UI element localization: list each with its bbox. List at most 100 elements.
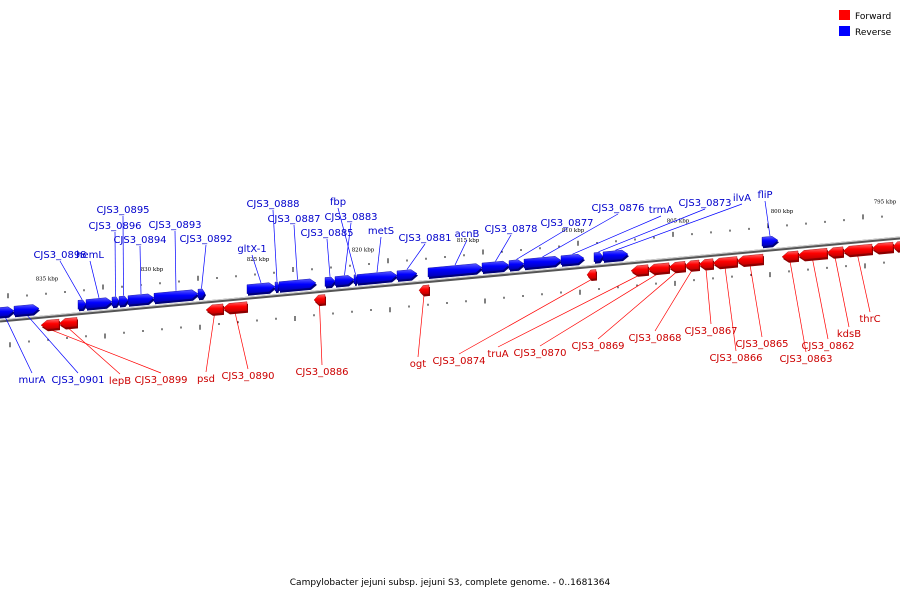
gene-arrow-cjs3-0887[interactable] <box>278 278 317 292</box>
gene-label-thrc[interactable]: thrC <box>859 314 880 325</box>
gene-label-cjs3-0862[interactable]: CJS3_0862 <box>801 341 854 352</box>
gene-label-cjs3-0867[interactable]: CJS3_0867 <box>684 326 737 337</box>
leader-line-cjs3-0898 <box>59 260 83 300</box>
gene-arrow-cjs3-0890[interactable] <box>222 301 248 313</box>
gene-label-cjs3-0885[interactable]: CJS3_0885 <box>300 228 353 239</box>
gene-label-cjs3-0890[interactable]: CJS3_0890 <box>221 371 274 382</box>
gene-arrow-flip[interactable] <box>761 236 779 247</box>
gene-label-gltx-1[interactable]: gltX-1 <box>237 244 266 255</box>
gene-label-cjs3-0874[interactable]: CJS3_0874 <box>432 356 485 367</box>
gene-label-mura[interactable]: murA <box>18 375 45 386</box>
gene-arrow-cjs3-0876[interactable] <box>523 256 562 269</box>
kbp-marker-label: 815 kbp <box>457 238 480 244</box>
gene-label-cjs3-0893[interactable]: CJS3_0893 <box>148 220 201 231</box>
leader-line-cjs3-0862 <box>812 259 829 340</box>
gene-arrow-ogt[interactable] <box>418 284 430 295</box>
gene-label-cjs3-0898[interactable]: CJS3_0898 <box>33 250 86 261</box>
gene-label-flip[interactable]: fliP <box>757 190 772 201</box>
gene-arrow-cjs3-0866[interactable] <box>712 256 738 268</box>
gene-arrow-cjs3-0862[interactable] <box>797 247 828 260</box>
gene-label-cjs3-0865[interactable]: CJS3_0865 <box>735 339 788 350</box>
leader-line-cjs3-0870 <box>539 272 659 347</box>
gene-arrow-gltx-1[interactable] <box>246 282 276 294</box>
gene-label-cjs3-0870[interactable]: CJS3_0870 <box>513 348 566 359</box>
gene-arrow-mura[interactable] <box>0 306 15 317</box>
gene-arrow-trma[interactable] <box>560 253 585 266</box>
gene-label-lepb[interactable]: lepB <box>109 376 131 387</box>
gene-label-cjs3-0895[interactable]: CJS3_0895 <box>96 205 149 216</box>
gene-label-psd[interactable]: psd <box>197 374 215 385</box>
gene-arrow-cjs3-0869[interactable] <box>668 261 686 272</box>
leader-line-mets <box>376 236 382 273</box>
gene-label-cjs3-0876[interactable]: CJS3_0876 <box>591 203 644 214</box>
gene-arrow-heml[interactable] <box>85 297 113 309</box>
gene-arrow-fbp[interactable] <box>353 274 358 285</box>
gene-arrow-cjs3-0874[interactable] <box>586 269 597 280</box>
gene-arrow-cjs3-0892[interactable] <box>197 288 206 299</box>
gene-arrow-cjs3-0868[interactable] <box>684 259 700 271</box>
gene-arrow-cjs3-0865[interactable] <box>736 253 764 266</box>
kbp-marker-label: 810 kbp <box>562 228 585 234</box>
gene-label-ogt[interactable]: ogt <box>410 359 426 370</box>
gene-label-trma[interactable]: trmA <box>649 205 674 216</box>
gene-label-cjs3-0894[interactable]: CJS3_0894 <box>113 235 166 246</box>
gene-label-cjs3-0873[interactable]: CJS3_0873 <box>678 198 731 209</box>
gene-arrow-kdsb[interactable] <box>826 246 844 257</box>
gene-arrow-cjs3-0899[interactable] <box>40 318 60 330</box>
gene-label-cjs3-0878[interactable]: CJS3_0878 <box>484 224 537 235</box>
gene-arrow-cjs3-0896[interactable] <box>111 296 120 307</box>
gene-arrow-lepb[interactable] <box>58 317 78 328</box>
gene-arrow-cjs3-0888[interactable] <box>274 281 280 292</box>
gene-arrow-cjs3-0886[interactable] <box>313 294 326 305</box>
gene-arrow-cjs3-0883[interactable] <box>334 275 355 286</box>
gene-arrow-thrc[interactable] <box>842 243 873 256</box>
gene-label-cjs3-0892[interactable]: CJS3_0892 <box>179 234 232 245</box>
gene-arrow-cjs3-0877[interactable] <box>508 259 525 270</box>
gene-arrow-cjs3-0873[interactable] <box>593 251 604 262</box>
leader-line-cjs3-0873 <box>598 208 706 253</box>
gene-label-heml[interactable]: hemL <box>76 250 104 261</box>
gene-label-cjs3-0888[interactable]: CJS3_0888 <box>246 199 299 210</box>
gene-label-cjs3-0869[interactable]: CJS3_0869 <box>571 341 624 352</box>
gene-arrow-cjs3-0895[interactable] <box>118 295 129 306</box>
leader-line-fbp <box>337 207 356 275</box>
gene-arrow-mets[interactable] <box>356 271 398 284</box>
gene-arrow-cjs3-0863[interactable] <box>781 250 799 262</box>
kbp-marker-label: 795 kbp <box>874 199 897 205</box>
gene-label-cjs3-0901[interactable]: CJS3_0901 <box>51 375 104 386</box>
gene-label-cjs3-0877[interactable]: CJS3_0877 <box>540 218 593 229</box>
gene-arrow-unlabeled-19[interactable] <box>892 241 900 251</box>
gene-arrow-trua[interactable] <box>630 264 649 276</box>
gene-label-fbp[interactable]: fbp <box>330 197 346 208</box>
leader-line-acnb <box>454 239 468 266</box>
gene-arrow-cjs3-0878[interactable] <box>481 260 510 273</box>
leader-line-kdsb <box>834 256 850 328</box>
gene-arrow-psd[interactable] <box>205 303 224 315</box>
gene-label-cjs3-0886[interactable]: CJS3_0886 <box>295 367 348 378</box>
gene-label-cjs3-0896[interactable]: CJS3_0896 <box>88 221 141 232</box>
gene-arrow-cjs3-0870[interactable] <box>647 262 670 274</box>
leader-line-cjs3-0866 <box>724 267 737 352</box>
gene-arrow-cjs3-0894[interactable] <box>127 293 155 305</box>
gene-arrow-acnb[interactable] <box>427 263 483 278</box>
gene-arrow-cjs3-0881[interactable] <box>396 269 418 281</box>
gene-label-cjs3-0899[interactable]: CJS3_0899 <box>134 375 187 386</box>
gene-label-cjs3-0866[interactable]: CJS3_0866 <box>709 353 762 364</box>
gene-arrow-ilva[interactable] <box>602 249 629 262</box>
gene-label-ilva[interactable]: ilvA <box>733 193 751 204</box>
gene-label-cjs3-0887[interactable]: CJS3_0887 <box>267 214 320 225</box>
gene-arrow-cjs3-0867[interactable] <box>698 258 714 269</box>
gene-arrow-cjs3-0885[interactable] <box>324 276 336 287</box>
gene-label-cjs3-0863[interactable]: CJS3_0863 <box>779 354 832 365</box>
gene-label-cjs3-0883[interactable]: CJS3_0883 <box>324 212 377 223</box>
gene-label-kdsb[interactable]: kdsB <box>837 329 861 340</box>
gene-label-cjs3-0881[interactable]: CJS3_0881 <box>398 233 451 244</box>
gene-arrow-cjs3-0893[interactable] <box>153 289 199 303</box>
gene-label-mets[interactable]: metS <box>368 226 394 237</box>
gene-arrow-unlabeled-18[interactable] <box>871 241 894 253</box>
gene-label-cjs3-0868[interactable]: CJS3_0868 <box>628 333 681 344</box>
gene-arrow-cjs3-0901[interactable] <box>13 304 40 316</box>
gene-label-trua[interactable]: truA <box>487 349 508 360</box>
gene-arrow-cjs3-0898[interactable] <box>77 299 87 310</box>
gene-label-acnb[interactable]: acnB <box>455 229 480 240</box>
